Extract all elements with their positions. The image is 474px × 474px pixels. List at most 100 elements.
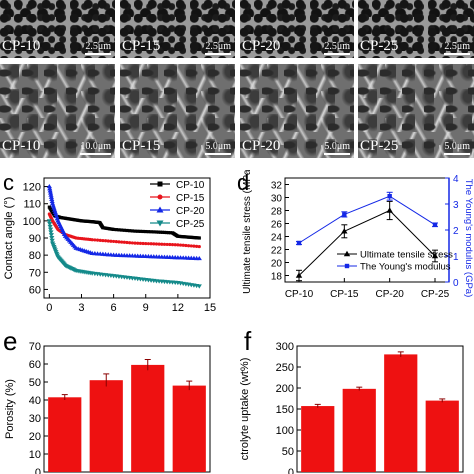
sem-image-a-1: CP-10 2.5μm	[0, 0, 115, 58]
series-point	[144, 241, 148, 246]
series-point	[51, 207, 58, 212]
sem-scale-text: 10.0μm	[80, 141, 111, 152]
series-point	[128, 229, 132, 233]
sem-scale-bar: 2.5μm	[324, 41, 350, 55]
sem-image-b-4: CP-25 5.0μm	[358, 64, 474, 158]
series-point	[130, 229, 134, 233]
panel-letter-e: e	[3, 326, 18, 356]
series-point	[106, 239, 110, 243]
series-point	[125, 240, 129, 245]
series-point	[53, 211, 59, 217]
sem-texture	[240, 64, 354, 158]
sem-image-a-2: CP-15 2.5μm	[120, 0, 235, 58]
sem-sample-label: CP-20	[242, 38, 281, 54]
y-tick-label: 70	[29, 341, 41, 353]
y-tick-label: 20	[271, 259, 283, 270]
series-point	[51, 205, 57, 210]
sem-scale-bar: 5.0μm	[444, 141, 470, 155]
bar	[172, 385, 206, 472]
series-point	[160, 230, 165, 234]
series-point	[387, 194, 392, 199]
sem-scale-text: 2.5μm	[444, 41, 470, 52]
y-tick-label: 30	[271, 194, 283, 205]
series-line	[298, 209, 436, 276]
series-point	[138, 229, 142, 233]
sem-image-a-3: CP-20 2.5μm	[240, 0, 354, 58]
series-point	[47, 227, 54, 232]
series-point	[154, 242, 159, 246]
series-point	[93, 238, 97, 242]
series-point	[165, 242, 169, 247]
y-tick-label: 20	[29, 431, 41, 443]
sem-texture	[0, 64, 115, 158]
series-point	[109, 239, 113, 243]
sem-texture	[120, 64, 235, 158]
series-point	[196, 284, 202, 289]
series-point	[48, 194, 54, 199]
series-point	[54, 216, 60, 221]
sem-texture	[358, 64, 474, 158]
series-point	[48, 192, 54, 197]
x-tick-label: 9	[143, 302, 149, 314]
y-tick-label: 28	[271, 207, 283, 218]
sem-scale-text: 5.0μm	[444, 141, 470, 152]
y-tick-label: 200	[276, 383, 294, 395]
y-tick-label: 100	[23, 216, 41, 228]
y-tick-label: 120	[23, 182, 41, 194]
series-point	[114, 240, 118, 244]
y-tick-label: 32	[271, 181, 283, 192]
y-axis-label: Ultimate tensile stress (MPa)	[242, 170, 253, 294]
y2-tick-label: 4	[453, 174, 459, 185]
sem-sample-label: CP-25	[360, 38, 399, 54]
series-point	[432, 222, 438, 227]
sem-sample-label: CP-10	[2, 38, 41, 54]
series-point	[133, 241, 137, 245]
plot-frame	[43, 345, 211, 473]
series-point	[295, 272, 303, 278]
sem-scale-line	[444, 53, 470, 55]
sem-scale-line	[80, 153, 111, 155]
series-point	[149, 242, 153, 246]
series-point	[144, 229, 148, 234]
series-point	[168, 242, 172, 247]
series-point	[133, 229, 137, 233]
sem-texture	[358, 0, 474, 58]
series-point	[168, 231, 173, 235]
series-point	[386, 207, 393, 213]
series-point	[341, 228, 348, 234]
series-point	[112, 239, 116, 244]
series-point	[158, 230, 163, 234]
series-point	[52, 209, 58, 214]
series-point	[178, 243, 183, 247]
electrolyte-uptake-chart: 0 50 100 150 200 250 300 ctrolyte uptake (wt%)	[239, 341, 464, 474]
bar	[301, 406, 335, 472]
sem-scale-text: 2.5μm	[85, 41, 111, 52]
series-point	[184, 243, 188, 248]
series-point	[141, 241, 145, 246]
series-point	[117, 228, 121, 232]
sem-sample-label: CP-10	[2, 138, 41, 154]
bar	[131, 364, 165, 472]
y-tick-label: 22	[271, 246, 283, 257]
series-point	[120, 228, 124, 232]
y-tick-label: 80	[29, 250, 41, 262]
x-tick-label: 15	[204, 302, 216, 314]
x-tick-label: 12	[172, 302, 184, 314]
series-point	[122, 228, 126, 232]
series-point	[47, 186, 53, 191]
series-point	[189, 244, 193, 248]
sem-texture	[240, 0, 354, 58]
series-point	[47, 222, 53, 227]
sem-texture	[120, 0, 235, 58]
sem-image-b-1: CP-10 10.0μm	[0, 64, 115, 158]
y-tick-label: 60	[29, 359, 41, 371]
porosity-chart: 0 10 20 30 40 50 60 70 Porosity (%)	[4, 341, 211, 474]
y-tick-label: 18	[271, 272, 283, 283]
series-point	[112, 227, 116, 232]
series-point	[146, 242, 151, 246]
series-point	[342, 212, 347, 217]
series-point	[98, 238, 102, 242]
series-point	[166, 231, 171, 235]
sem-scale-line	[85, 53, 111, 55]
series-point	[195, 244, 199, 248]
